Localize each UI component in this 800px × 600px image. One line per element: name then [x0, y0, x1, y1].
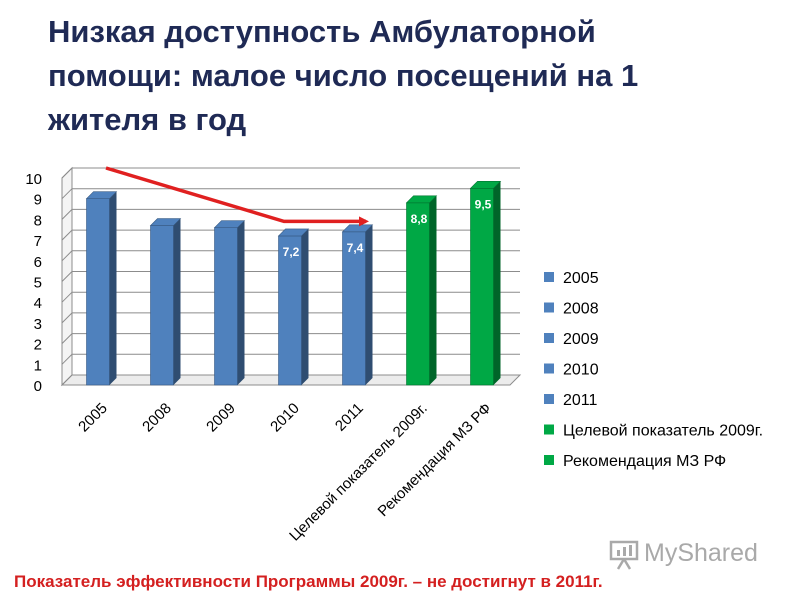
- bar: [149, 218, 182, 386]
- watermark-logo: MyShared: [604, 535, 774, 575]
- legend-swatch: [544, 394, 554, 404]
- x-tick-label: 2010: [267, 400, 303, 436]
- legend-swatch: [544, 363, 554, 374]
- y-tick-label: 1: [34, 357, 42, 374]
- y-tick-label: 4: [34, 295, 42, 312]
- x-tick-label: Рекомендация МЗ РФ: [375, 400, 495, 520]
- bar: [213, 220, 246, 386]
- legend-label: 2011: [563, 392, 598, 409]
- legend-swatch: [544, 272, 554, 282]
- title-line: помощи: малое число посещений на 1: [48, 58, 639, 93]
- data-label: 7,2: [283, 245, 300, 259]
- data-label: 8,8: [411, 212, 428, 226]
- legend-label: 2010: [563, 362, 599, 379]
- y-tick-label: 7: [34, 233, 42, 250]
- footer-note: Показатель эффективности Программы 2009г…: [14, 572, 603, 591]
- bar-side: [109, 191, 117, 385]
- y-tick-label: 10: [25, 171, 42, 188]
- bar-front: [150, 225, 174, 386]
- legend-label: Рекомендация МЗ РФ: [563, 453, 726, 470]
- bar: [405, 195, 438, 386]
- trend-arrow: [105, 166, 369, 227]
- y-tick-label: 5: [34, 275, 42, 292]
- y-tick-label: 0: [34, 378, 42, 395]
- bar: [85, 191, 118, 386]
- y-tick-label: 2: [34, 337, 42, 354]
- title-line: жителя в год: [48, 102, 247, 137]
- legend-swatch: [544, 333, 554, 343]
- bar-front: [214, 227, 238, 386]
- bar-side: [173, 218, 181, 385]
- legend-label: 2009: [563, 331, 599, 348]
- legend-swatch: [544, 302, 554, 313]
- y-tick-label: 9: [34, 192, 42, 209]
- data-labels: 7,2 7,4 8,8 9,5: [283, 197, 492, 259]
- bar: [469, 181, 502, 386]
- bar: [341, 224, 374, 386]
- x-tick-label: 2011: [332, 400, 367, 435]
- legend-swatch: [544, 424, 554, 435]
- gridline: [61, 208, 520, 220]
- bar-front: [470, 188, 494, 386]
- bars: [85, 181, 502, 386]
- presentation-icon: [609, 540, 639, 570]
- title-line: Низкая доступность Амбулаторной: [48, 14, 596, 49]
- data-label: 9,5: [475, 197, 492, 211]
- x-tick-label: 2009: [203, 400, 239, 436]
- y-tick-label: 3: [34, 316, 42, 333]
- bar-front: [406, 202, 430, 386]
- legend-label: 2008: [563, 301, 599, 318]
- y-tick-label: 8: [34, 212, 42, 229]
- watermark-text: MyShared: [644, 539, 758, 567]
- bar-side: [429, 195, 437, 385]
- bar-side: [237, 220, 245, 385]
- x-tick-label: 2008: [139, 400, 175, 436]
- bar-side: [365, 224, 373, 385]
- data-label: 7,4: [347, 241, 364, 255]
- bar-front: [86, 198, 110, 386]
- legend-label: 2005: [563, 270, 599, 287]
- legend: 2005 2008 2009 2010 2011 Целевой показатель 2…: [544, 270, 763, 470]
- bar-side: [493, 181, 501, 385]
- x-tick-label: 2005: [75, 400, 111, 436]
- y-tick-label: 6: [34, 254, 42, 271]
- y-axis: 0 1 2 3 4 5 6 7 8 9 10: [25, 171, 42, 395]
- bar: [277, 228, 310, 386]
- page-title: Низкая доступность Амбулаторной помощи: …: [48, 10, 768, 142]
- gridline: [61, 167, 520, 179]
- bar-side: [301, 228, 309, 385]
- trend-arrow-line: [105, 166, 369, 227]
- legend-swatch: [544, 455, 554, 465]
- gridline: [61, 188, 520, 200]
- legend-label: Целевой показатель 2009г.: [563, 423, 763, 440]
